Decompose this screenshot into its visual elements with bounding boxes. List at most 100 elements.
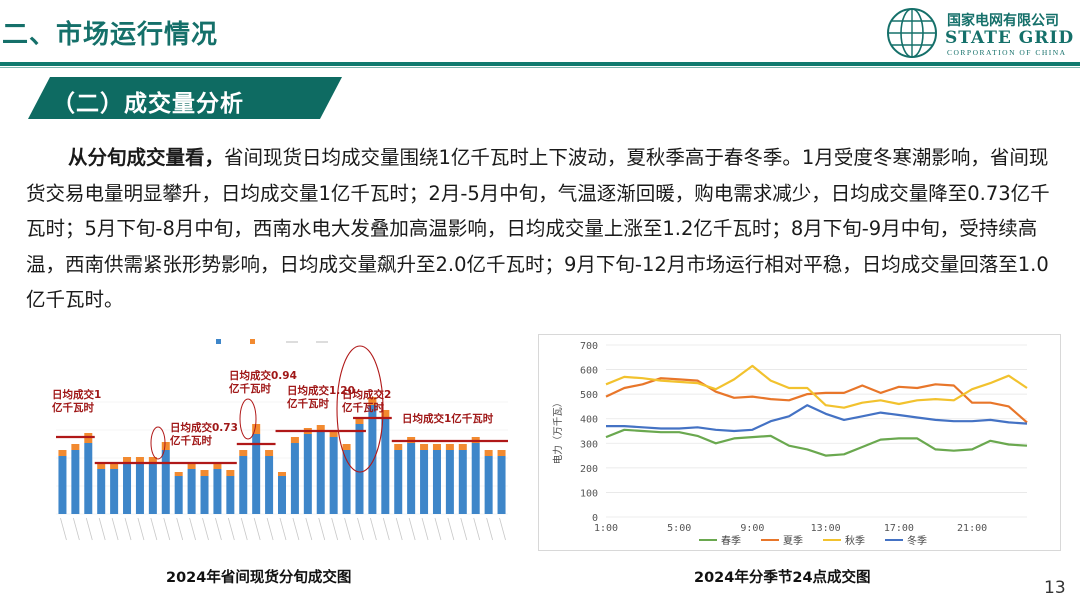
series-line — [606, 404, 1028, 433]
x-tick-label — [447, 517, 455, 541]
header-rule — [0, 62, 1080, 66]
y-tick-label: 0 — [592, 513, 598, 524]
bar-top — [161, 442, 170, 450]
header-rule-thin — [0, 67, 1080, 68]
bar-top — [200, 470, 209, 476]
x-tick-label — [434, 517, 442, 541]
bar-base — [484, 456, 493, 514]
globe-icon — [887, 8, 937, 58]
bar-base — [226, 476, 235, 514]
x-tick-label — [357, 517, 364, 541]
x-tick-label — [318, 517, 326, 541]
x-tick-label — [331, 517, 339, 541]
bar-base — [135, 463, 144, 514]
bar-base — [58, 456, 67, 514]
y-tick-label: 200 — [580, 464, 598, 475]
bar-top — [484, 450, 493, 456]
bar-top — [316, 425, 325, 431]
bar-base — [277, 476, 287, 514]
x-tick-label — [227, 517, 235, 541]
bar-top — [252, 424, 261, 434]
annotation-label: 日均成交0.73 亿千瓦时 — [170, 421, 238, 447]
bar-base — [381, 418, 390, 514]
bar-top — [239, 450, 248, 456]
paragraph-lead: 从分旬成交量看， — [68, 146, 225, 169]
series-line — [605, 377, 1028, 424]
bar-top — [213, 463, 222, 469]
bar-top — [355, 418, 364, 424]
bar-base — [290, 443, 299, 514]
logo-chinese-name: 国家电网有限公司 — [947, 13, 1059, 29]
bar-top — [110, 463, 119, 469]
annotation-label: 日均成交2 亿千瓦时 — [342, 388, 391, 414]
bar-base — [303, 434, 312, 514]
legend-label: 春季 — [721, 535, 741, 547]
y-tick-label: 500 — [580, 390, 598, 401]
x-tick-label — [189, 517, 196, 541]
page-title: 二、市场运行情况 — [2, 20, 219, 50]
y-tick-label: 400 — [580, 415, 598, 426]
bar-top — [135, 457, 144, 463]
x-tick-label: 1:00 — [594, 523, 618, 534]
bar-base — [161, 450, 170, 514]
bar-base — [420, 450, 429, 514]
paragraph-body: 省间现货日均成交量围绕1亿千瓦时上下波动，夏秋季高于春冬季。1月受度冬寒潮影响，… — [26, 146, 1050, 311]
bar-top — [329, 431, 338, 437]
x-tick-label — [473, 517, 481, 541]
right-chart-caption: 2024年分季节24点成交图 — [694, 570, 871, 586]
x-tick-label: 5:00 — [667, 523, 691, 534]
bar-top — [174, 472, 183, 476]
bar-top — [458, 444, 467, 450]
bar-base — [432, 450, 441, 514]
annotation-circle — [150, 426, 166, 460]
bar-top — [445, 444, 454, 450]
legend-label: 夏季 — [783, 535, 803, 547]
bar-top — [187, 463, 196, 469]
bar-top — [265, 450, 274, 456]
legend-label: 冬季 — [907, 534, 927, 547]
section-title: （二）成交量分析 — [52, 91, 244, 117]
x-tick-label — [176, 517, 184, 541]
bar-base — [407, 443, 416, 514]
bar-top — [368, 397, 377, 405]
x-tick-label — [215, 517, 222, 541]
x-tick-label — [137, 517, 145, 541]
bar-base — [355, 424, 364, 514]
bar-base — [71, 450, 80, 514]
annotation-label: 日均成交1亿千瓦时 — [402, 412, 494, 425]
x-tick-label — [305, 517, 313, 541]
x-tick-label — [344, 517, 351, 541]
legend-swatch — [216, 339, 221, 344]
x-tick-label — [240, 517, 248, 541]
series-line — [605, 364, 1028, 409]
bar-base — [239, 456, 248, 514]
bar-base — [174, 476, 183, 514]
x-tick-label — [460, 517, 468, 541]
y-tick-label: 600 — [580, 366, 598, 377]
state-grid-logo: 国家电网有限公司 STATE GRID CORPORATION OF CHINA — [885, 6, 1075, 60]
x-tick-label — [60, 517, 67, 541]
x-tick-label: 17:00 — [884, 523, 914, 534]
x-tick-label — [421, 517, 429, 541]
bar-top — [394, 444, 403, 450]
bar-base — [84, 443, 93, 514]
x-tick-label — [279, 517, 287, 541]
x-tick-label — [150, 517, 158, 541]
annotation-circle — [239, 398, 257, 440]
bar-base — [342, 450, 351, 514]
annotation-label: 日均成交0.94 亿千瓦时 — [229, 369, 297, 395]
y-tick-label: 700 — [580, 341, 598, 352]
y-axis-label: 电力（万千瓦） — [552, 398, 564, 465]
section-banner — [28, 77, 342, 119]
bar-top — [148, 457, 157, 463]
x-tick-label — [395, 517, 403, 541]
page-number: 13 — [1044, 578, 1066, 598]
x-tick-label — [85, 517, 93, 541]
annotation-circle — [336, 345, 384, 473]
left-chart-caption: 2024年省间现货分旬成交图 — [166, 570, 352, 586]
bar-base — [200, 476, 209, 514]
bar-base — [316, 431, 325, 514]
bar-base — [148, 463, 157, 514]
x-tick-label — [408, 517, 416, 541]
bar-top — [432, 444, 441, 450]
